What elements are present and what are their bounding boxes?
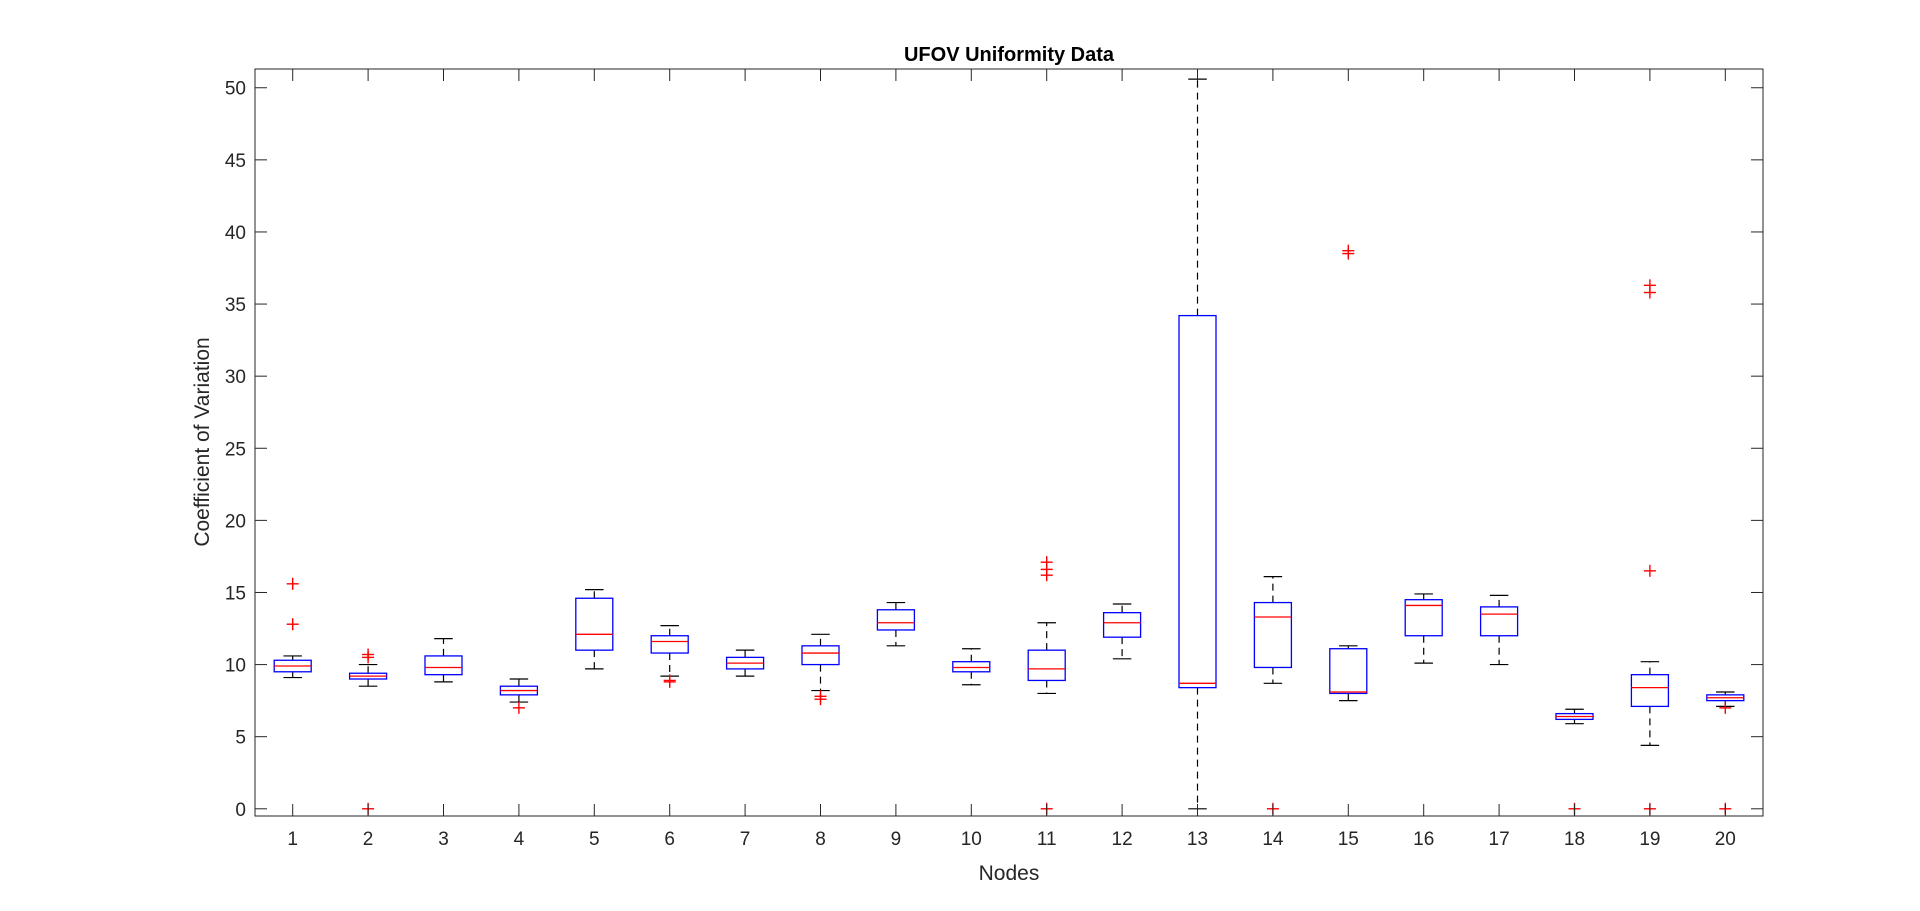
box-node-10 — [952, 648, 991, 686]
y-tick-label: 35 — [225, 295, 246, 316]
iqr-box — [1404, 599, 1443, 637]
iqr-box — [1027, 649, 1066, 682]
box-node-17 — [1479, 594, 1519, 666]
box-node-8 — [801, 633, 840, 706]
outlier-marker — [1040, 556, 1053, 569]
x-tick-label: 11 — [1037, 829, 1057, 850]
box-node-20 — [1706, 691, 1745, 815]
y-tick-label: 20 — [225, 511, 246, 532]
outlier-marker — [286, 618, 299, 631]
outlier-marker — [1719, 701, 1732, 714]
box-node-15 — [1329, 244, 1368, 702]
outlier-marker — [362, 648, 375, 661]
iqr-box — [801, 645, 840, 666]
outlier-marker — [663, 674, 676, 687]
box-node-12 — [1102, 603, 1142, 660]
iqr-box — [952, 661, 991, 673]
x-axis-title: Nodes — [979, 862, 1040, 885]
x-tick-label: 10 — [961, 829, 982, 850]
iqr-box — [1630, 674, 1670, 708]
box-node-3 — [424, 638, 463, 683]
y-tick-label: 5 — [235, 728, 246, 749]
x-tick-label: 12 — [1112, 829, 1133, 850]
outlier-marker — [814, 690, 827, 703]
y-tick-label: 0 — [235, 800, 246, 821]
y-tick-label: 10 — [225, 656, 246, 677]
x-tick-label: 4 — [514, 829, 525, 850]
iqr-box — [1329, 648, 1368, 695]
iqr-box — [1253, 601, 1293, 669]
y-tick-label: 40 — [225, 223, 246, 244]
y-tick-label: 25 — [225, 439, 246, 460]
y-tick-label: 45 — [225, 151, 246, 172]
chart-title: UFOV Uniformity Data — [904, 44, 1115, 66]
box-node-7 — [725, 649, 765, 677]
outlier-marker — [1342, 244, 1355, 257]
y-tick-label: 50 — [225, 79, 246, 100]
x-tick-label: 2 — [363, 829, 374, 850]
outlier-marker — [286, 577, 299, 590]
axes-frame — [254, 68, 1764, 817]
x-tick-label: 18 — [1564, 829, 1585, 850]
box-node-4 — [499, 678, 539, 714]
box-node-16 — [1404, 593, 1443, 664]
iqr-box — [650, 635, 689, 654]
x-tick-label: 15 — [1338, 829, 1359, 850]
iqr-box — [424, 655, 463, 676]
outlier-marker — [512, 701, 525, 714]
outlier-marker — [1643, 279, 1656, 292]
x-tick-label: 19 — [1639, 829, 1660, 850]
x-tick-label: 20 — [1715, 829, 1736, 850]
iqr-box — [1102, 612, 1142, 638]
box-node-6 — [650, 625, 689, 688]
x-tick-label: 14 — [1262, 829, 1284, 850]
y-tick-label: 30 — [225, 367, 246, 388]
x-tick-label: 5 — [589, 829, 600, 850]
box-node-9 — [876, 601, 916, 647]
x-tick-label: 8 — [815, 829, 826, 850]
x-tick-label: 16 — [1413, 829, 1434, 850]
y-tick-label: 15 — [225, 583, 246, 604]
x-tick-label: 9 — [891, 829, 902, 850]
x-tick-label: 7 — [740, 829, 751, 850]
iqr-box — [575, 597, 614, 651]
x-tick-label: 13 — [1187, 829, 1208, 850]
x-tick-label: 1 — [287, 829, 298, 850]
iqr-box — [1178, 314, 1217, 689]
iqr-box — [876, 609, 916, 631]
box-node-5 — [575, 588, 614, 670]
y-axis-title: Coefficient of Variation — [191, 337, 214, 546]
box-node-1 — [273, 577, 312, 679]
box-node-11 — [1027, 556, 1066, 815]
x-tick-label: 6 — [664, 829, 675, 850]
outlier-marker — [1643, 564, 1656, 577]
x-tick-label: 17 — [1489, 829, 1510, 850]
x-tick-label: 3 — [438, 829, 449, 850]
plot-area — [255, 69, 1763, 816]
iqr-box — [1479, 606, 1519, 637]
